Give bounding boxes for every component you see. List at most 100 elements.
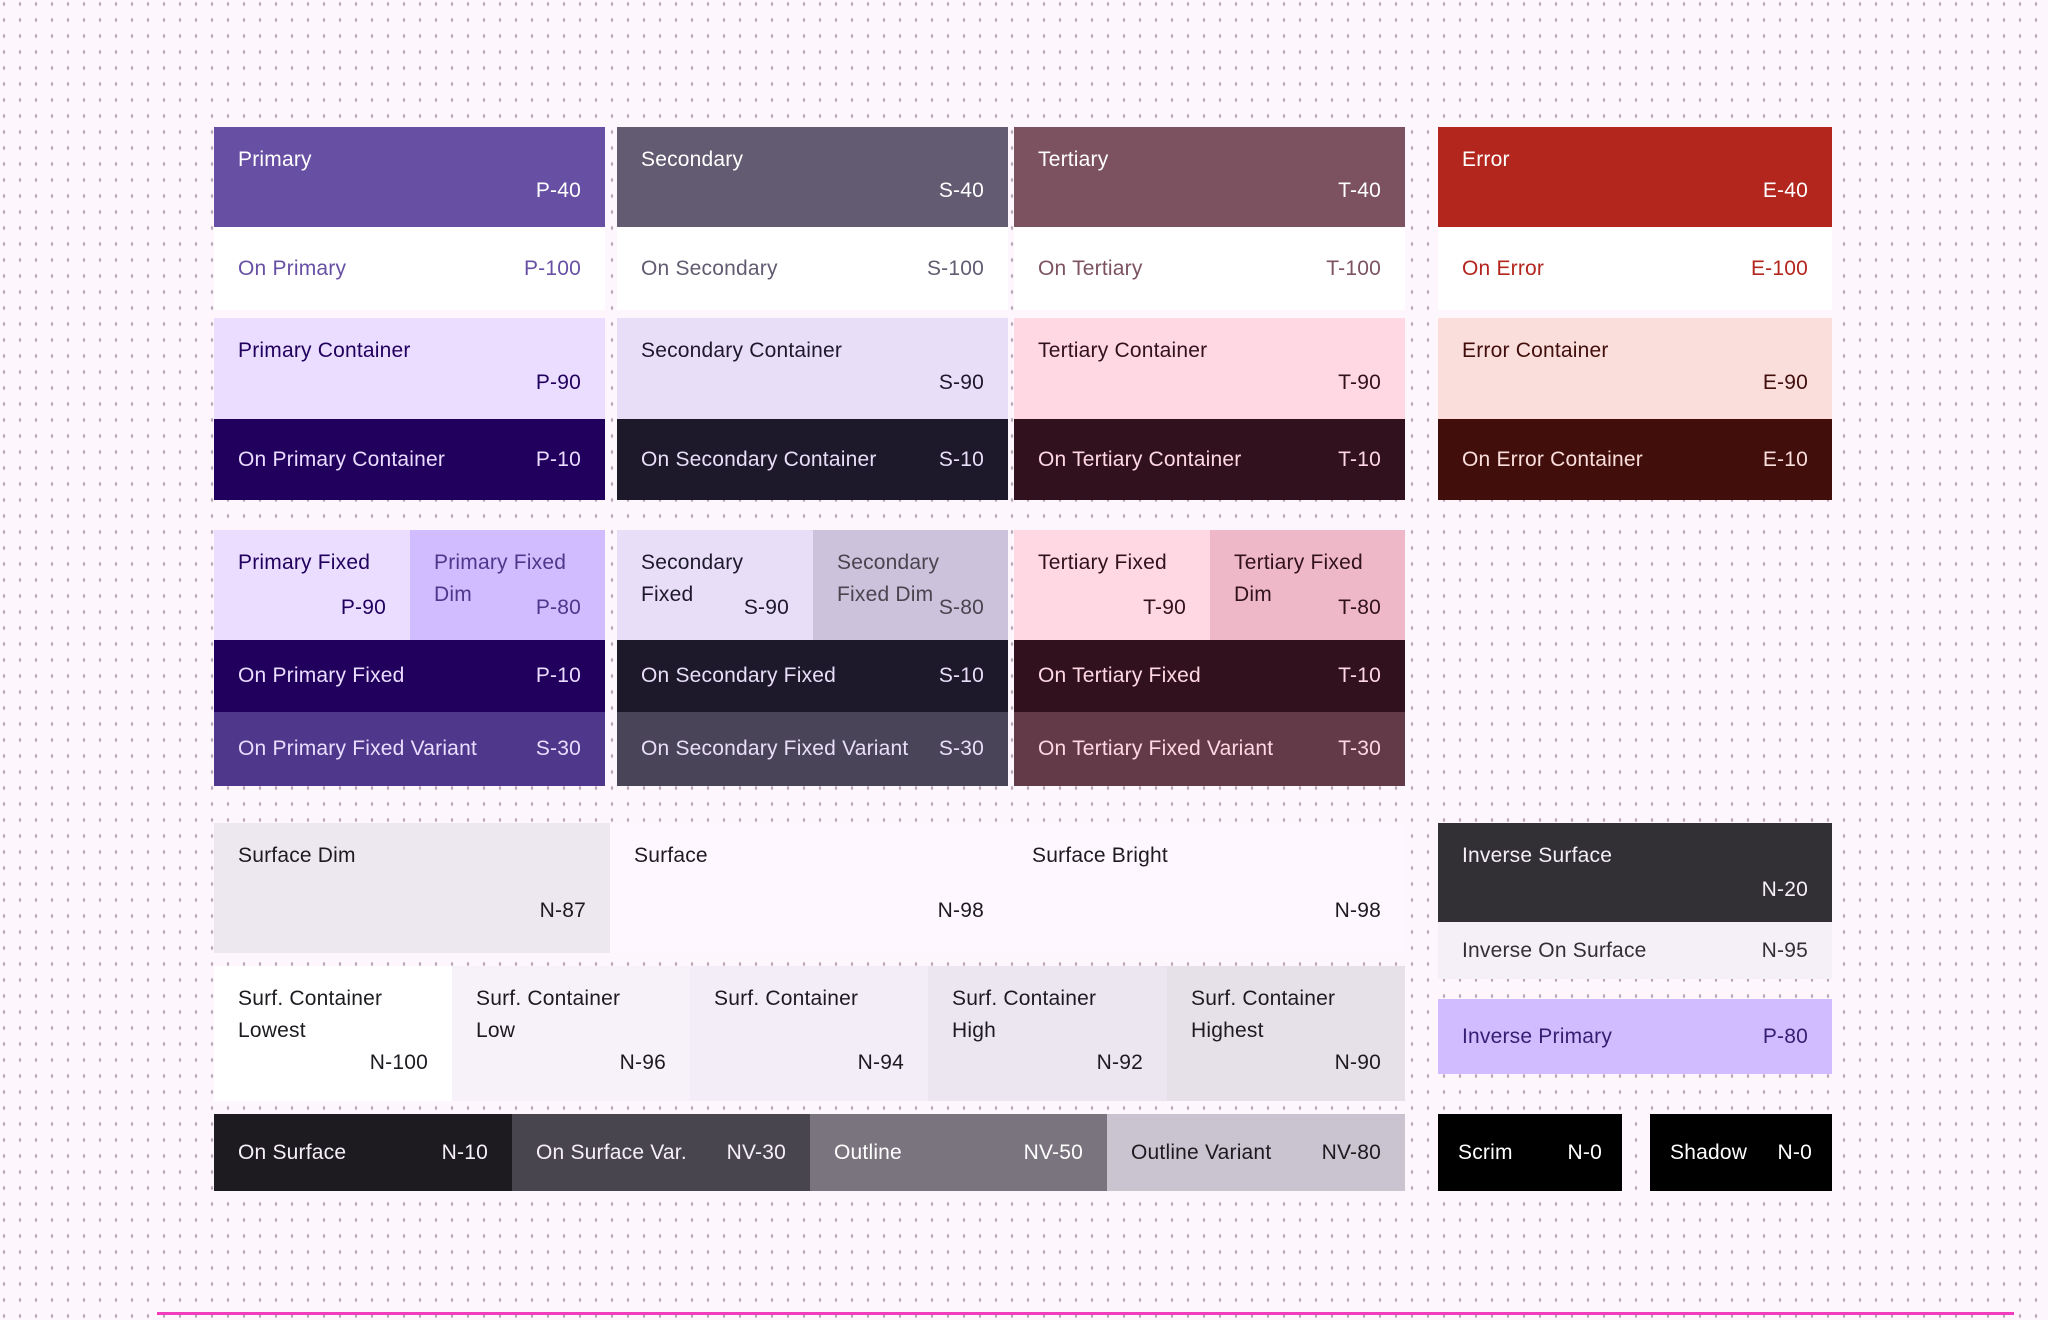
- swatch-tone-value: NV-80: [1321, 1140, 1381, 1164]
- swatch-on-secondary: On Secondary S-100: [617, 227, 1008, 310]
- swatch-secondary-fixed: Secondary Fixed S-90: [617, 530, 813, 640]
- swatch-error-container: Error Container E-90: [1438, 318, 1832, 419]
- swatch-on-surface-variant: On Surface Var. NV-30: [512, 1114, 810, 1191]
- swatch-tone-value: S-30: [535, 737, 581, 760]
- swatch-tone-value: P-100: [523, 256, 581, 280]
- swatch-label: Inverse On Surface: [1462, 938, 1647, 962]
- swatch-tone-value: N-0: [1777, 1140, 1812, 1164]
- swatch-on-secondary-fixed: On Secondary Fixed S-10: [617, 640, 1008, 712]
- swatch-label: On Surface Var.: [536, 1140, 687, 1164]
- swatch-label: On Tertiary Container: [1038, 447, 1242, 471]
- swatch-surface-container-high: Surf. Container High N-92: [928, 966, 1167, 1101]
- canvas-page-line: [157, 1312, 2014, 1315]
- swatch-on-primary-fixed: On Primary Fixed P-10: [214, 640, 605, 712]
- swatch-tone-value: S-90: [938, 371, 984, 394]
- swatch-tone-value: P-90: [340, 596, 386, 619]
- swatch-inverse-on-surface: Inverse On Surface N-95: [1438, 922, 1832, 979]
- swatch-tone-value: NV-30: [726, 1140, 786, 1164]
- swatch-tone-value: S-10: [938, 664, 984, 687]
- swatch-label: Surface Dim: [238, 844, 356, 867]
- swatch-tone-value: S-10: [938, 447, 984, 471]
- swatch-label: Secondary Fixed Dim: [837, 551, 940, 606]
- swatch-label: Secondary Container: [641, 339, 843, 362]
- swatch-label: On Error: [1462, 256, 1545, 280]
- swatch-on-primary-container: On Primary Container P-10: [214, 419, 605, 500]
- swatch-tone-value: T-10: [1338, 664, 1381, 687]
- swatch-tone-value: N-20: [1761, 878, 1808, 901]
- swatch-tertiary: Tertiary T-40: [1014, 127, 1405, 227]
- swatch-label: Tertiary: [1038, 148, 1109, 171]
- swatch-tone-value: S-90: [743, 596, 789, 619]
- swatch-label: On Primary Fixed Variant: [238, 737, 477, 760]
- swatch-inverse-primary: Inverse Primary P-80: [1438, 999, 1832, 1074]
- swatch-tone-value: P-80: [535, 596, 581, 619]
- swatch-tone-value: N-95: [1761, 938, 1808, 962]
- swatch-label: Tertiary Container: [1038, 339, 1208, 362]
- swatch-tone-value: P-80: [1762, 1024, 1808, 1048]
- swatch-secondary: Secondary S-40: [617, 127, 1008, 227]
- swatch-label: On Secondary Fixed: [641, 664, 837, 687]
- swatch-label: Outline Variant: [1131, 1140, 1272, 1164]
- swatch-tone-value: E-90: [1762, 371, 1808, 394]
- swatch-tone-value: T-30: [1338, 737, 1381, 760]
- swatch-tone-value: E-10: [1762, 447, 1808, 471]
- swatch-error: Error E-40: [1438, 127, 1832, 227]
- swatch-on-primary: On Primary P-100: [214, 227, 605, 310]
- swatch-surface-container-low: Surf. Container Low N-96: [452, 966, 690, 1101]
- swatch-label: Surface Bright: [1032, 844, 1168, 867]
- swatch-tertiary-container: Tertiary Container T-90: [1014, 318, 1405, 419]
- swatch-label: Surf. Container: [714, 987, 859, 1010]
- swatch-tone-value: P-10: [535, 447, 581, 471]
- swatch-surface: Surface N-98: [610, 823, 1008, 953]
- swatch-label: On Primary Container: [238, 447, 446, 471]
- swatch-tone-value: S-100: [926, 256, 984, 280]
- swatch-label: On Primary Fixed: [238, 664, 405, 687]
- swatch-label: Primary Fixed: [238, 551, 371, 574]
- swatch-tone-value: N-0: [1567, 1140, 1602, 1164]
- swatch-tone-value: N-100: [369, 1051, 428, 1074]
- swatch-primary: Primary P-40: [214, 127, 605, 227]
- swatch-surface-container-lowest: Surf. Container Lowest N-100: [214, 966, 452, 1101]
- swatch-label: Tertiary Fixed Dim: [1234, 551, 1363, 606]
- swatch-tertiary-fixed: Tertiary Fixed T-90: [1014, 530, 1210, 640]
- swatch-label: Shadow: [1670, 1140, 1748, 1164]
- swatch-label: On Tertiary Fixed Variant: [1038, 737, 1274, 760]
- swatch-label: On Surface: [238, 1140, 347, 1164]
- swatch-tone-value: S-30: [938, 737, 984, 760]
- swatch-on-secondary-container: On Secondary Container S-10: [617, 419, 1008, 500]
- swatch-tone-value: S-80: [938, 596, 984, 619]
- swatch-label: On Secondary Fixed Variant: [641, 737, 909, 760]
- swatch-on-error: On Error E-100: [1438, 227, 1832, 310]
- swatch-tone-value: E-100: [1750, 256, 1808, 280]
- swatch-inverse-surface: Inverse Surface N-20: [1438, 823, 1832, 922]
- swatch-tone-value: N-94: [857, 1051, 904, 1074]
- swatch-surface-container-highest: Surf. Container Highest N-90: [1167, 966, 1405, 1101]
- swatch-label: Error Container: [1462, 339, 1609, 362]
- swatch-on-surface: On Surface N-10: [214, 1114, 512, 1191]
- swatch-tone-value: S-40: [938, 179, 984, 202]
- swatch-on-primary-fixed-variant: On Primary Fixed Variant S-30: [214, 712, 605, 786]
- swatch-secondary-fixed-dim: Secondary Fixed Dim S-80: [813, 530, 1008, 640]
- swatch-label: Surf. Container Highest: [1191, 987, 1336, 1042]
- swatch-on-error-container: On Error Container E-10: [1438, 419, 1832, 500]
- swatch-tone-value: T-90: [1338, 371, 1381, 394]
- swatch-label: Outline: [834, 1140, 902, 1164]
- swatch-label: On Tertiary: [1038, 256, 1143, 280]
- swatch-tertiary-fixed-dim: Tertiary Fixed Dim T-80: [1210, 530, 1405, 640]
- swatch-secondary-container: Secondary Container S-90: [617, 318, 1008, 419]
- swatch-label: Surf. Container High: [952, 987, 1097, 1042]
- swatch-tone-value: N-90: [1334, 1051, 1381, 1074]
- swatch-tone-value: T-40: [1338, 179, 1381, 202]
- swatch-tone-value: N-10: [441, 1140, 488, 1164]
- swatch-label: Secondary Fixed: [641, 551, 744, 606]
- swatch-tone-value: P-10: [535, 664, 581, 687]
- swatch-label: Surface: [634, 844, 708, 867]
- swatch-label: Tertiary Fixed: [1038, 551, 1167, 574]
- swatch-label: Inverse Primary: [1462, 1024, 1613, 1048]
- swatch-outline: Outline NV-50: [810, 1114, 1107, 1191]
- swatch-label: Primary: [238, 148, 312, 171]
- swatch-tone-value: N-87: [539, 899, 586, 922]
- swatch-tone-value: N-92: [1096, 1051, 1143, 1074]
- swatch-label: On Primary: [238, 256, 347, 280]
- swatch-tone-value: P-90: [535, 371, 581, 394]
